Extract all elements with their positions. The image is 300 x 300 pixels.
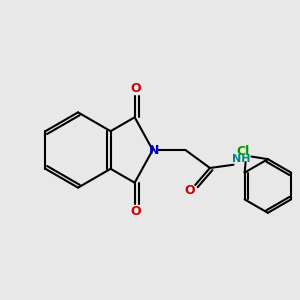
Text: Cl: Cl — [237, 146, 250, 158]
Text: O: O — [130, 82, 141, 95]
Text: N: N — [148, 143, 159, 157]
Text: NH: NH — [232, 154, 251, 164]
Text: O: O — [184, 184, 195, 197]
Text: O: O — [130, 205, 141, 218]
